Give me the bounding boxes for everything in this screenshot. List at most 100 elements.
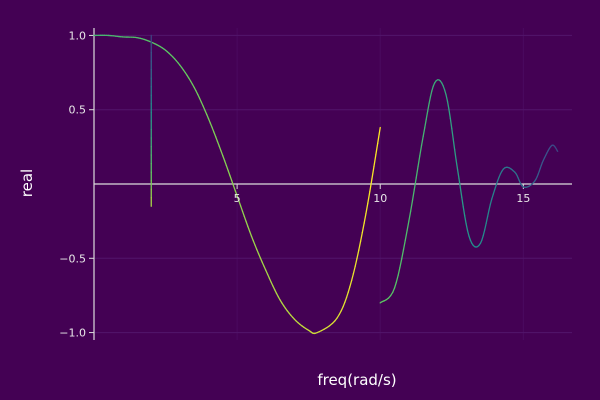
series-segment [420,135,424,147]
series-segment [344,297,348,304]
series-segment [425,110,429,121]
series-segment [485,216,489,225]
series-segment [229,174,233,182]
series-segment [236,195,240,202]
series-segment [256,248,260,255]
series-segment [223,159,228,167]
series-segment [345,291,349,299]
series-segment [369,178,373,193]
series-segment [466,229,470,237]
series-segment [257,253,262,259]
series-segment [410,199,414,212]
series-segment [266,273,270,279]
series-segment [399,258,403,269]
series-segment [338,310,342,315]
series-segment [225,164,229,172]
series-segment [465,222,469,232]
series-segment [419,145,423,157]
series-segment [375,142,379,156]
series-segment [392,287,396,294]
series-segment [248,230,253,237]
series-segment [363,213,367,224]
y-tick-label: 0.5 [69,104,87,117]
series-segment [214,135,219,143]
series-segment [456,168,460,179]
series-segment [365,202,369,215]
x-axis-title: freq(rad/s) [317,371,396,389]
series-segment [232,185,236,192]
series-segment [449,117,453,130]
series-segment [424,118,427,129]
series-segment [484,222,487,231]
series-segment [442,85,446,91]
series-segment [361,222,365,234]
y-tick-label: 1.0 [69,29,87,42]
series-segment [202,105,206,111]
series-segment [427,103,430,112]
series-segment [247,225,251,232]
series-segment [373,153,377,168]
series-segment [452,138,456,151]
series-segment [429,90,433,98]
series-segment [263,265,267,271]
series-segment [250,235,254,242]
series-segment [408,210,412,222]
series-segment [254,244,258,251]
series-segment [495,180,499,186]
series-segment [462,206,466,217]
series-segment [352,265,356,275]
series-segment [356,249,360,260]
series-segment [274,289,278,294]
series-segment [243,215,247,223]
series-segment [413,177,417,190]
series-segment [489,198,493,205]
series-segment [336,313,341,319]
series-group [93,34,559,335]
series-line-1 [93,34,381,335]
series-segment [211,126,215,133]
series-segment [204,109,208,116]
series-segment [417,155,421,168]
series-segment [213,131,217,138]
series-segment [261,261,265,267]
series-segment [259,257,263,263]
series-segment [496,176,500,182]
series-segment [378,126,381,135]
series-segment [395,274,399,283]
series-segment [238,200,242,207]
series-segment [458,177,462,189]
series-segment [209,122,213,129]
series-segment [347,286,351,294]
series-segment [494,184,497,191]
series-segment [482,229,486,237]
series-segment [448,108,452,120]
series-segment [451,127,454,140]
y-tick-label: −0.5 [59,252,86,265]
series-segment [455,159,459,170]
series-segment [198,97,202,103]
series-segment [446,100,450,110]
series-segment [240,205,244,212]
series-segment [402,239,406,251]
series-segment [415,166,419,179]
x-tick-label: 5 [234,192,241,205]
series-segment [220,150,224,157]
series-segment [371,165,375,180]
series-segment [459,187,463,199]
series-segment [207,117,211,124]
series-segment [377,133,380,145]
series-segment [367,190,371,204]
series-segment [397,266,401,277]
series-segment [358,240,362,251]
series-segment [216,140,220,147]
series-segment [486,209,490,218]
series-segment [200,101,204,107]
series-segment [431,85,434,92]
series-segment [342,301,346,308]
series-segment [270,281,274,287]
series-segment [272,285,276,291]
series-segment [393,281,397,289]
series-segment [195,90,199,96]
tick-labels: −1.0 −0.5 0.5 1.0 5 10 15 [59,29,530,339]
